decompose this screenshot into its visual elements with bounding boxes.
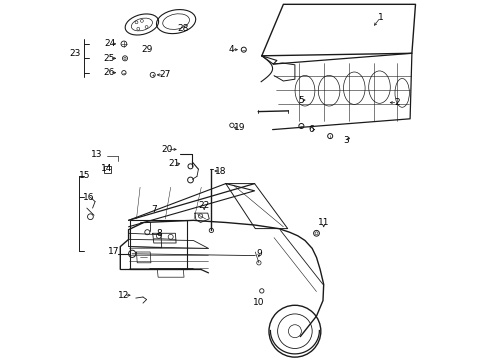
Bar	[130, 220, 186, 269]
Text: 25: 25	[103, 54, 115, 63]
Text: 14: 14	[101, 164, 112, 173]
Text: 18: 18	[215, 166, 226, 176]
Text: 13: 13	[91, 150, 102, 159]
Text: 2: 2	[394, 98, 400, 107]
Bar	[104, 166, 111, 173]
Text: 24: 24	[103, 40, 115, 49]
Text: 4: 4	[228, 45, 234, 54]
Text: 27: 27	[159, 71, 170, 80]
Text: 16: 16	[83, 193, 95, 202]
Text: 19: 19	[234, 123, 245, 132]
Text: 1: 1	[377, 13, 383, 22]
Text: 7: 7	[151, 205, 156, 214]
Text: 17: 17	[108, 247, 120, 256]
Text: 9: 9	[256, 249, 261, 258]
Text: 12: 12	[118, 291, 129, 300]
Text: 15: 15	[79, 171, 90, 180]
Text: 22: 22	[198, 202, 209, 210]
Text: 26: 26	[103, 68, 115, 77]
Text: 8: 8	[156, 229, 162, 238]
Text: 10: 10	[253, 298, 264, 307]
Text: 28: 28	[177, 24, 188, 33]
Text: 5: 5	[298, 96, 304, 105]
Text: 21: 21	[168, 159, 180, 168]
Text: 3: 3	[343, 136, 348, 145]
Text: 23: 23	[69, 49, 81, 58]
Text: 29: 29	[141, 45, 152, 54]
Text: 20: 20	[161, 145, 172, 154]
Text: 11: 11	[317, 218, 329, 227]
Text: 6: 6	[307, 125, 313, 134]
